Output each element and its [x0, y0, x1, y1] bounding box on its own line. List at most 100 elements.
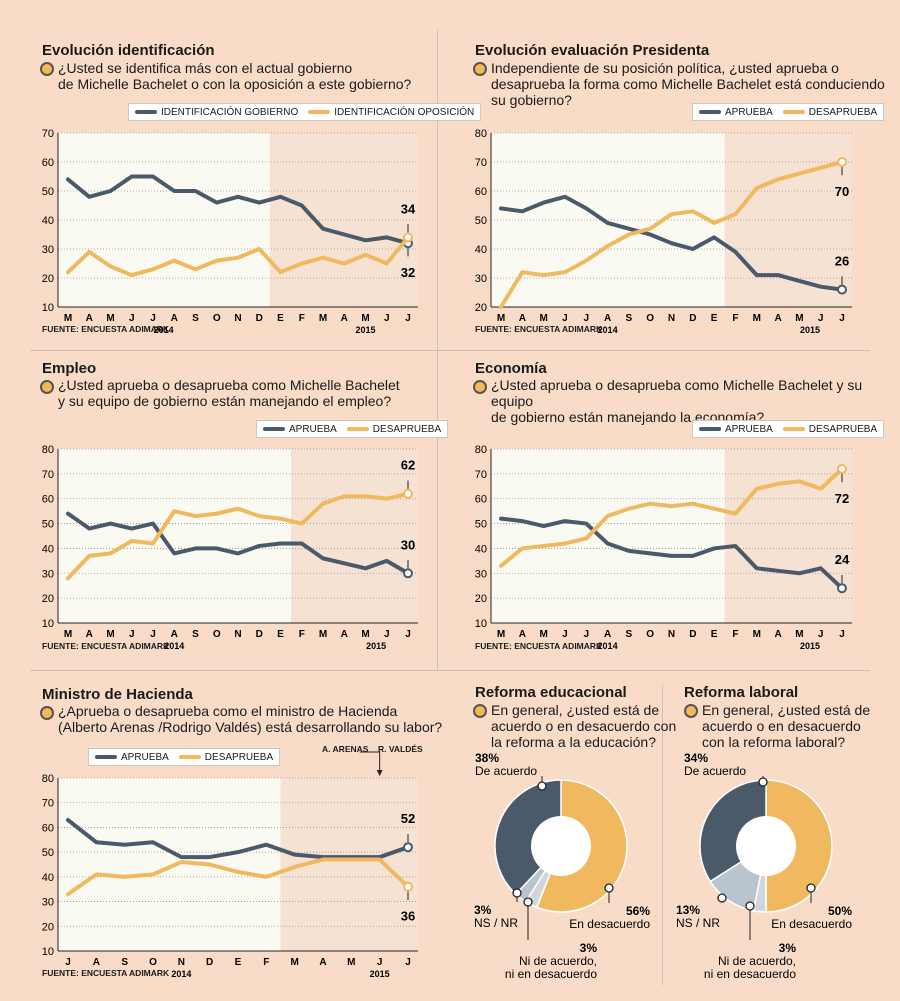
panel-title-economia: Economía — [475, 360, 547, 377]
y-tick-label: 40 — [42, 215, 54, 227]
x-tick-label: S — [626, 313, 633, 324]
plot-area-2014 — [58, 778, 281, 951]
y-tick-label: 60 — [475, 186, 487, 198]
x-tick-label: N — [234, 629, 241, 640]
end-point-desaprueba — [403, 488, 413, 499]
y-tick-label: 10 — [42, 618, 54, 630]
x-tick-label: M — [347, 957, 355, 968]
end-label-desaprueba: 34 — [401, 201, 416, 216]
x-tick-label: J — [839, 629, 845, 640]
pie-name-label: En desacuerdo — [771, 917, 852, 931]
pie-pointer-dot — [717, 893, 727, 903]
plot-area-2015 — [291, 449, 418, 623]
y-tick-label: 60 — [42, 822, 54, 834]
legend-label: APRUEBA — [121, 751, 169, 763]
end-point-desaprueba — [837, 157, 847, 167]
pie-pointer-dot — [806, 883, 816, 893]
pie-percent-label: 38% — [475, 751, 499, 765]
x-tick-label: F — [732, 629, 738, 640]
question-icon — [473, 380, 487, 394]
question-educacional: En general, ¿usted está de acuerdo o en … — [491, 702, 677, 750]
question-icon — [40, 706, 54, 720]
y-tick-label: 30 — [475, 568, 487, 580]
legend-label: IDENTIFICACIÓN GOBIERNO — [161, 106, 299, 118]
question-icon — [40, 380, 54, 394]
x-tick-label: M — [106, 629, 114, 640]
pie-name-label: Ni de acuerdo, — [718, 954, 796, 968]
x-tick-label: M — [64, 629, 72, 640]
x-tick-label: M — [497, 629, 505, 640]
x-tick-label: O — [646, 313, 654, 324]
x-tick-label: N — [178, 957, 185, 968]
y-tick-label: 30 — [42, 244, 54, 256]
x-tick-label: J — [562, 629, 568, 640]
pie-name-label: NS / NR — [676, 916, 720, 930]
pie-percent-label: 50% — [828, 904, 852, 918]
x-tick-label: J — [150, 629, 156, 640]
horizontal-divider-2 — [30, 670, 870, 671]
pie-percent-label: 56% — [626, 904, 650, 918]
question-laboral: En general, ¿usted está de acuerdo o en … — [702, 702, 871, 750]
source-label: FUENTE: ENCUESTA ADIMARK — [475, 641, 603, 651]
end-label-desaprueba: 62 — [401, 458, 415, 473]
pie-name-label: En desacuerdo — [569, 917, 650, 931]
question-hacienda: ¿Aprueba o desaprueba como el ministro d… — [58, 703, 443, 735]
x-tick-label: J — [583, 629, 589, 640]
panel-title-empleo: Empleo — [42, 360, 97, 377]
panel-title-laboral: Reforma laboral — [684, 684, 799, 701]
x-tick-label: A — [93, 957, 100, 968]
x-tick-label: D — [689, 629, 696, 640]
x-tick-label: S — [192, 629, 199, 640]
x-tick-label: S — [192, 313, 199, 324]
pie-name-label: De acuerdo — [684, 764, 746, 778]
y-tick-label: 70 — [475, 469, 487, 481]
x-tick-label: A — [171, 313, 178, 324]
y-tick-label: 60 — [475, 494, 487, 506]
x-tick-label: M — [795, 629, 803, 640]
x-tick-label: J — [405, 957, 411, 968]
source-label: FUENTE: ENCUESTA ADIMARK — [42, 641, 170, 651]
x-tick-label: A — [341, 629, 348, 640]
year-label-2015: 2015 — [800, 641, 820, 651]
pie-pointer-dot — [523, 897, 533, 907]
question-presidenta: Independiente de su posición política, ¿… — [491, 60, 885, 108]
minister-change-arrow — [359, 751, 381, 774]
question-identificacion: ¿Usted se identifica más con el actual g… — [58, 60, 412, 92]
y-tick-label: 20 — [42, 921, 54, 933]
x-tick-label: N — [668, 629, 675, 640]
x-tick-label: M — [753, 313, 761, 324]
legend-item-desaprueba: DESAPRUEBA — [346, 424, 441, 435]
question-icon — [40, 62, 54, 76]
year-label-2015: 2015 — [370, 969, 390, 979]
valdes-label: R. VALDÉS — [378, 744, 423, 754]
legend-label: IDENTIFICACIÓN OPOSICIÓN — [334, 106, 475, 118]
pie-pointer-dot — [758, 777, 768, 787]
x-tick-label: F — [263, 957, 269, 968]
x-tick-label: J — [65, 957, 71, 968]
question-icon — [473, 62, 487, 76]
y-tick-label: 50 — [42, 519, 54, 531]
legend-label: DESAPRUEBA — [808, 423, 878, 435]
x-tick-label: S — [121, 957, 128, 968]
x-tick-label: M — [795, 313, 803, 324]
y-tick-label: 70 — [42, 798, 54, 810]
x-tick-label: E — [235, 957, 242, 968]
pie-pointer-dot — [604, 883, 614, 893]
legend-item-desaprueba: DESAPRUEBA — [782, 423, 878, 435]
year-label-2015: 2015 — [366, 641, 386, 651]
legend-hacienda: APRUEBA DESAPRUEBA — [88, 748, 281, 766]
pie-name-label: Ni de acuerdo, — [519, 954, 597, 968]
pie-name-label: ni en desacuerdo — [704, 967, 796, 981]
end-label-desaprueba: 72 — [835, 491, 849, 506]
legend-empleo: APRUEBA DESAPRUEBA — [256, 420, 449, 438]
panel-title-educacional: Reforma educacional — [475, 684, 627, 701]
x-tick-label: N — [234, 313, 241, 324]
year-label-2014: 2014 — [171, 969, 191, 979]
x-tick-label: A — [86, 313, 93, 324]
x-tick-label: M — [497, 313, 505, 324]
legend-item-aprueba: APRUEBA — [699, 107, 773, 118]
panel-title-hacienda: Ministro de Hacienda — [42, 686, 193, 703]
x-tick-label: M — [753, 629, 761, 640]
x-tick-label: M — [539, 629, 547, 640]
y-tick-label: 50 — [475, 215, 487, 227]
